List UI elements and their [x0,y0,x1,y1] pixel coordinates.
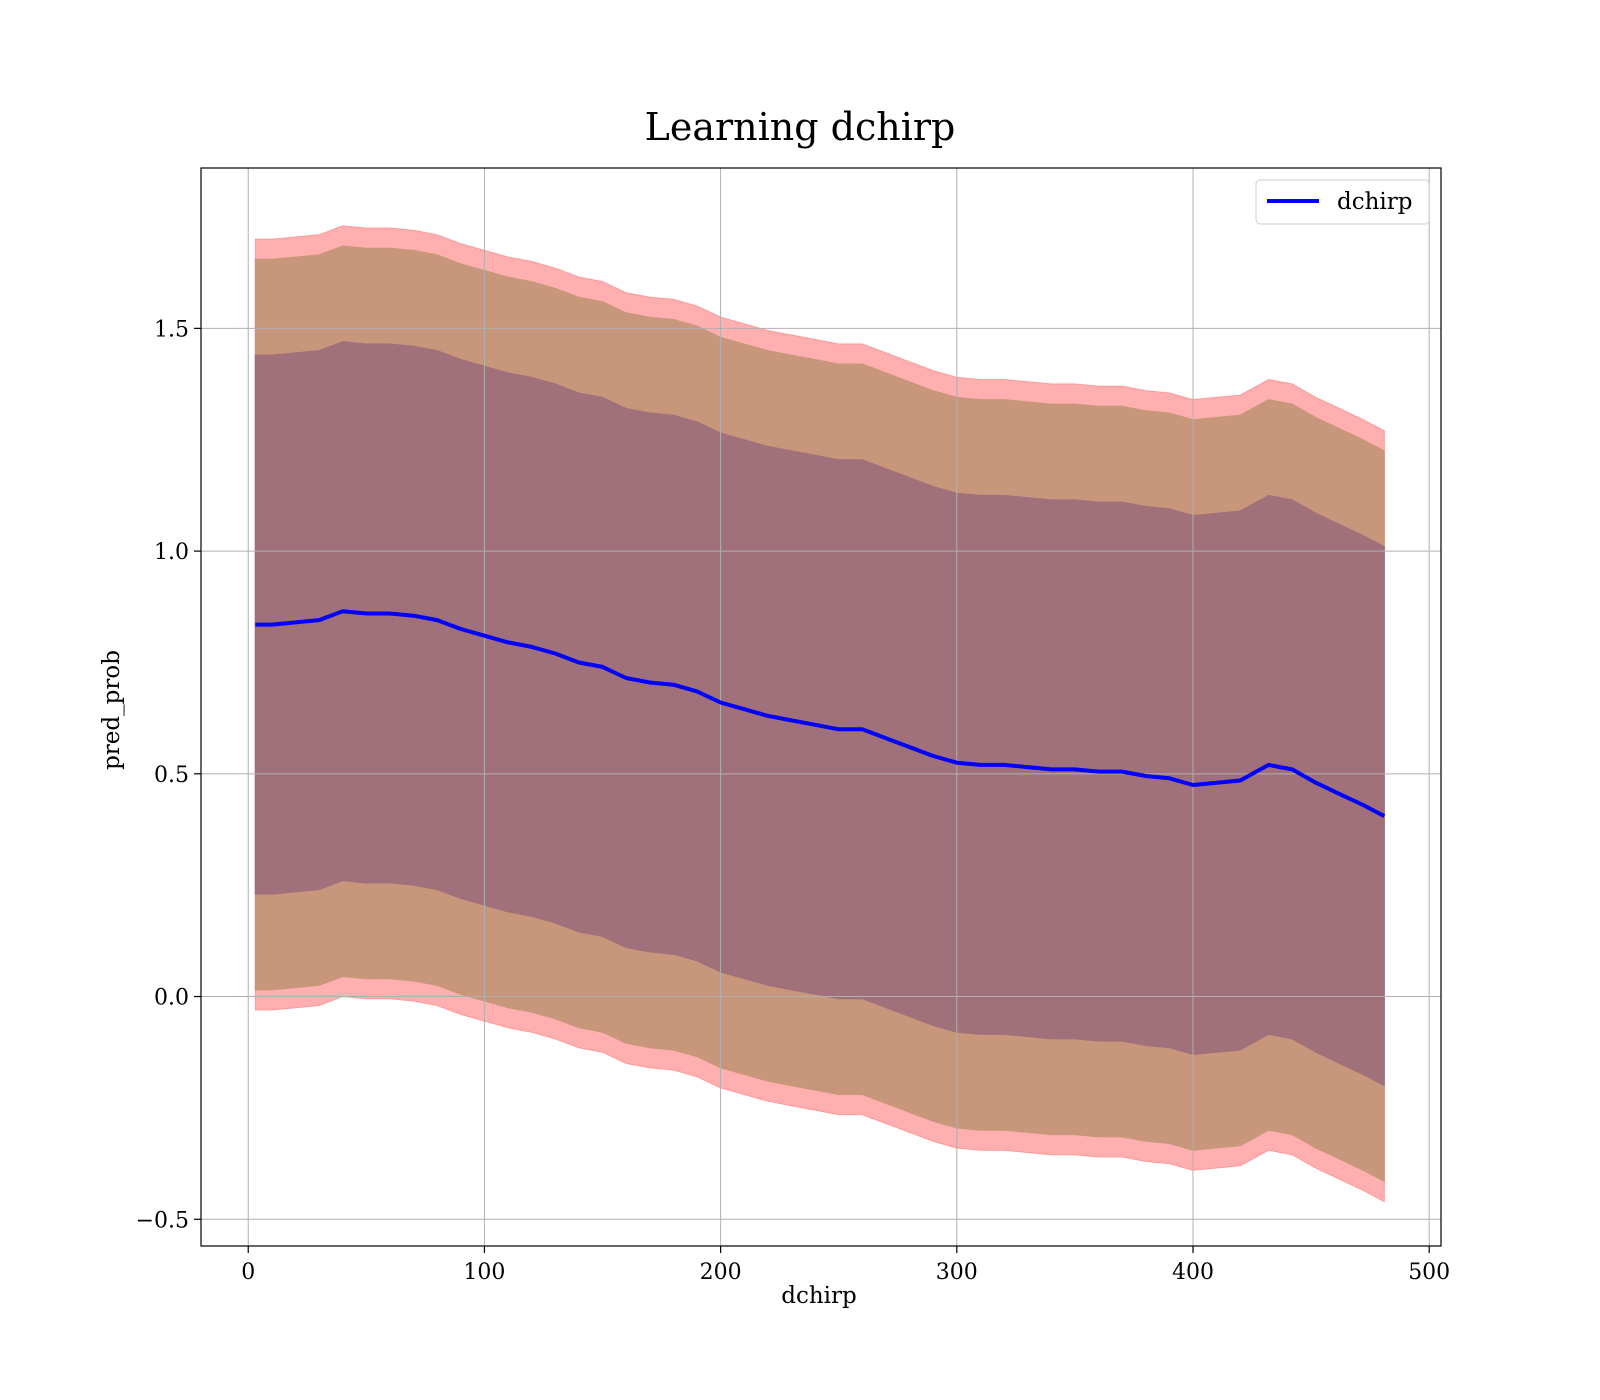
x-tick-label: 500 [1408,1260,1450,1285]
y-tick-label: 1.5 [154,317,189,342]
x-tick-label: 100 [463,1260,505,1285]
legend: dchirp [1255,179,1430,225]
x-tick-label: 300 [936,1260,978,1285]
x-tick-label: 200 [700,1260,742,1285]
y-tick-label: 1.0 [154,540,189,565]
grid-lines [201,168,1441,1246]
x-tick-label: 400 [1172,1260,1214,1285]
legend-entry-dchirp: dchirp [1337,189,1413,215]
x-axis-label: dchirp [781,1283,857,1309]
legend-box [1255,179,1430,225]
x-tick-label: 0 [241,1260,255,1285]
series-line-dchirp [255,609,1386,818]
y-tick-label: 0.5 [154,763,189,788]
plot-frame [200,167,1442,1247]
band-inner [254,341,1385,1087]
y-tick-label: −0.5 [136,1208,189,1233]
chart-title: Learning dchirp [645,105,956,149]
series-lines [255,609,1386,818]
x-axis-ticks: 0 100 200 300 400 500 [241,1246,1450,1285]
y-axis-label: pred_prob [99,650,125,770]
y-axis-ticks: −0.5 0.0 0.5 1.0 1.5 [136,317,201,1233]
y-tick-label: 0.0 [154,986,189,1011]
uncertainty-bands [254,225,1385,1203]
